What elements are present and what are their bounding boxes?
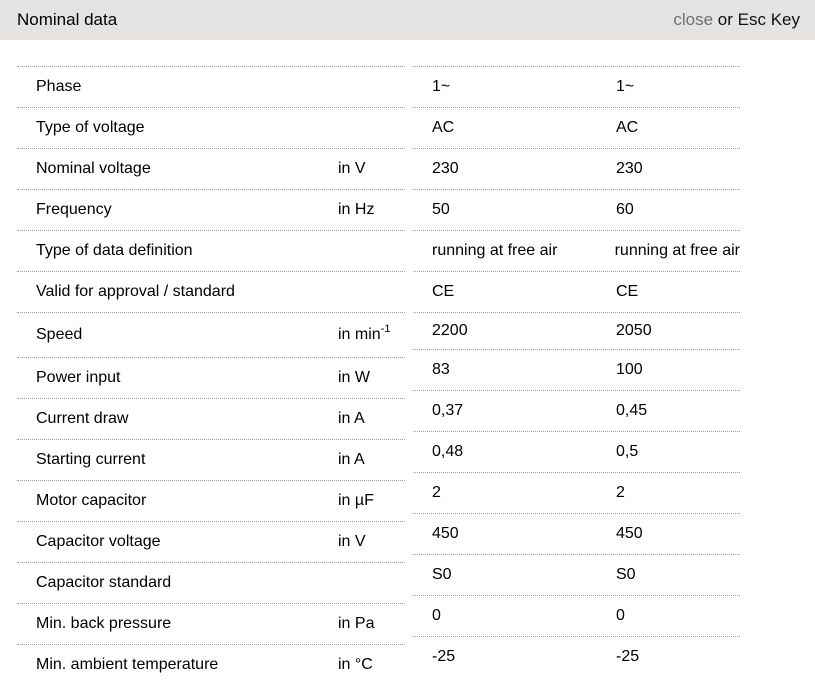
- spec-row-label: Min. ambient temperature in °C: [17, 644, 405, 685]
- spec-row-values: -25 -25: [413, 636, 740, 677]
- spec-row-values: running at free air running at free air: [413, 230, 740, 271]
- esc-key-hint: or Esc Key: [713, 10, 800, 29]
- spec-value-col1: 450: [432, 525, 459, 542]
- spec-row-values: 83 100: [413, 349, 740, 390]
- spec-row-label: Power input in W: [17, 357, 405, 398]
- spec-value-col2: 100: [616, 361, 643, 378]
- spec-row-values: CE CE: [413, 271, 740, 312]
- spec-unit: in A: [338, 410, 365, 427]
- spec-value-col1: 83: [432, 361, 450, 378]
- spec-label: Frequency: [36, 201, 112, 218]
- spec-value-col2: 2050: [616, 322, 652, 339]
- spec-label: Capacitor standard: [36, 574, 172, 591]
- spec-unit: in min-1: [338, 322, 391, 343]
- spec-label: Type of data definition: [36, 242, 193, 259]
- spec-value-col1: 50: [432, 201, 450, 218]
- spec-value-col1: -25: [432, 648, 456, 665]
- spec-unit: in V: [338, 533, 366, 550]
- spec-value-col1: 0,37: [432, 402, 464, 419]
- spec-row-values: 50 60: [413, 189, 740, 230]
- spec-label: Nominal voltage: [36, 160, 151, 177]
- spec-unit: in V: [338, 160, 366, 177]
- spec-value-col2: 0,5: [616, 443, 639, 460]
- spec-label: Type of voltage: [36, 119, 145, 136]
- spec-value-col1: CE: [432, 283, 455, 300]
- dialog-header: Nominal data close or Esc Key: [0, 0, 815, 40]
- spec-row-values: 2200 2050: [413, 312, 740, 349]
- spec-label: Capacitor voltage: [36, 533, 161, 550]
- spec-label: Valid for approval / standard: [36, 283, 235, 300]
- spec-row-label: Frequency in Hz: [17, 189, 405, 230]
- spec-unit: in µF: [338, 492, 374, 509]
- unit-superscript: -1: [380, 322, 391, 335]
- spec-label: Current draw: [36, 410, 129, 427]
- spec-unit: in A: [338, 451, 365, 468]
- spec-value-col2: 60: [616, 201, 634, 218]
- spec-row-values: 0,37 0,45: [413, 390, 740, 431]
- spec-row-label: Type of data definition: [17, 230, 405, 271]
- spec-value-col1: 0: [432, 607, 441, 624]
- spec-unit: in W: [338, 369, 370, 386]
- spec-label: Speed: [36, 326, 83, 343]
- spec-value-col1: 2200: [432, 322, 468, 339]
- spec-row-label: Capacitor standard: [17, 562, 405, 603]
- spec-value-col2: 1~: [616, 78, 635, 95]
- spec-value-col1: 1~: [432, 78, 451, 95]
- spec-row-label: Nominal voltage in V: [17, 148, 405, 189]
- spec-row-values: 1~ 1~: [413, 66, 740, 107]
- spec-label: Starting current: [36, 451, 146, 468]
- spec-row-label: Current draw in A: [17, 398, 405, 439]
- dialog-close-area: close or Esc Key: [673, 10, 800, 30]
- spec-label: Motor capacitor: [36, 492, 147, 509]
- spec-value-col2: 450: [616, 525, 643, 542]
- spec-table-values: 1~ 1~ AC AC 230 230 50 60 running at free air run…: [413, 66, 740, 677]
- spec-row-values: S0 S0: [413, 554, 740, 595]
- spec-value-col1: 230: [432, 160, 459, 177]
- spec-value-col1: 0,48: [432, 443, 464, 460]
- spec-table-labels: Phase Type of voltage Nominal voltage in V F…: [17, 66, 405, 685]
- spec-unit: in Pa: [338, 615, 375, 632]
- spec-value-col2: -25: [616, 648, 640, 665]
- dialog-title: Nominal data: [17, 10, 118, 29]
- spec-value-col2: 230: [616, 160, 643, 177]
- spec-value-col2: 0: [616, 607, 625, 624]
- spec-value-col2: 2: [616, 484, 625, 501]
- spec-value-col2: AC: [616, 119, 639, 136]
- spec-label: Phase: [36, 78, 82, 95]
- spec-row-label: Type of voltage: [17, 107, 405, 148]
- spec-row-label: Phase: [17, 66, 405, 107]
- spec-label: Power input: [36, 369, 121, 386]
- spec-value-col1: S0: [432, 566, 452, 583]
- spec-value-col1: running at free air: [432, 242, 558, 259]
- spec-row-values: AC AC: [413, 107, 740, 148]
- spec-row-label: Capacitor voltage in V: [17, 521, 405, 562]
- spec-value-col2: 0,45: [616, 402, 648, 419]
- spec-unit: in °C: [338, 656, 373, 673]
- spec-label: Min. ambient temperature: [36, 656, 219, 673]
- spec-row-label: Motor capacitor in µF: [17, 480, 405, 521]
- spec-row-values: 450 450: [413, 513, 740, 554]
- close-button[interactable]: close: [673, 10, 714, 29]
- spec-value-col2: CE: [616, 283, 639, 300]
- spec-row-label: Speed in min-1: [17, 312, 405, 357]
- spec-unit: in Hz: [338, 201, 375, 218]
- spec-row-label: Valid for approval / standard: [17, 271, 405, 312]
- spec-row-values: 230 230: [413, 148, 740, 189]
- spec-label: Min. back pressure: [36, 615, 172, 632]
- spec-value-col1: 2: [432, 484, 441, 501]
- spec-row-label: Min. back pressure in Pa: [17, 603, 405, 644]
- spec-value-col2: running at free air: [614, 242, 740, 259]
- spec-value-col1: AC: [432, 119, 455, 136]
- spec-row-values: 0,48 0,5: [413, 431, 740, 472]
- spec-value-col2: S0: [616, 566, 636, 583]
- spec-row-label: Starting current in A: [17, 439, 405, 480]
